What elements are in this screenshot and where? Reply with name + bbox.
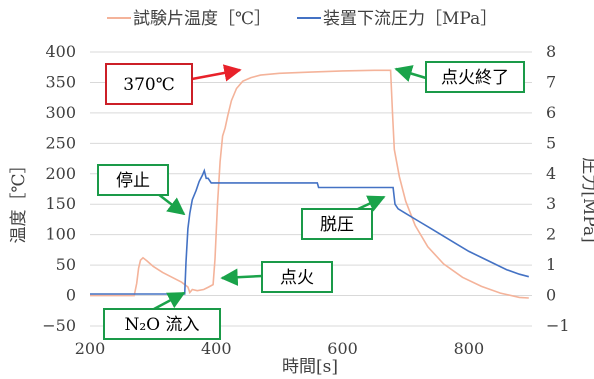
right-y-axis-title: 圧力[MPa] xyxy=(579,157,594,242)
annotation-arrows xyxy=(153,64,427,311)
left-y-tick-label: 400 xyxy=(45,42,76,61)
right-y-tick-label: 8 xyxy=(546,42,556,61)
annotation-n2o: N₂O 流入 xyxy=(103,308,221,340)
arrow-depress xyxy=(357,195,386,212)
left-y-tick-label: 200 xyxy=(45,164,76,183)
right-y-tick-label: 3 xyxy=(546,194,556,213)
legend-label-temperature: 試験片温度［℃］ xyxy=(133,9,271,29)
left-y-tick-label: 50 xyxy=(56,255,76,274)
annotation-ignition-end-label: 点火終了 xyxy=(441,68,509,88)
arrow-temp xyxy=(191,64,242,82)
right-y-tick-label: 2 xyxy=(546,225,556,244)
arrow-n2o xyxy=(153,291,186,311)
right-y-tick-label: 4 xyxy=(546,164,556,183)
left-y-axis-title: 温度［℃］ xyxy=(9,156,29,243)
annotation-stop-label: 停止 xyxy=(116,171,150,191)
annotation-depress: 脱圧 xyxy=(301,208,373,240)
right-y-tick-label: 5 xyxy=(546,133,556,152)
x-axis-title: 時間[s] xyxy=(282,357,338,377)
annotation-n2o-label: N₂O 流入 xyxy=(124,315,199,335)
x-tick-label: 600 xyxy=(327,339,358,358)
right-y-tick-label: 1 xyxy=(546,255,556,274)
right-y-tick-label: 7 xyxy=(546,72,556,91)
arrow-ignition-end xyxy=(394,65,427,82)
x-tick-label: 800 xyxy=(454,339,485,358)
left-y-tick-label: 150 xyxy=(45,194,76,213)
right-y-tick-labels: −1 0 1 2 3 4 5 6 7 8 xyxy=(546,42,570,335)
legend: 試験片温度［℃］ 装置下流圧力［MPa］ xyxy=(107,9,497,29)
series-line-pressure xyxy=(90,168,530,295)
right-y-tick-label: 6 xyxy=(546,103,556,122)
annotation-temp-label: 370℃ xyxy=(123,75,174,95)
x-tick-labels: 200 400 600 800 xyxy=(75,339,484,358)
annotation-ignition-label: 点火 xyxy=(280,268,314,288)
arrow-ignition xyxy=(220,268,263,286)
left-y-tick-label: 300 xyxy=(45,103,76,122)
annotation-ignition-end: 点火終了 xyxy=(425,61,525,93)
left-y-tick-label: 250 xyxy=(45,133,76,152)
annotation-depress-label: 脱圧 xyxy=(320,215,354,235)
legend-label-pressure: 装置下流圧力［MPa］ xyxy=(323,9,497,29)
annotation-temp: 370℃ xyxy=(105,63,193,105)
left-y-tick-label: 0 xyxy=(66,286,76,305)
left-y-tick-label: 100 xyxy=(45,225,76,244)
left-y-tick-label: 350 xyxy=(45,72,76,91)
right-y-tick-label: −1 xyxy=(546,316,570,335)
right-y-tick-label: 0 xyxy=(546,286,556,305)
annotation-stop: 停止 xyxy=(97,164,169,196)
series-line-temperature xyxy=(90,69,529,299)
x-tick-label: 400 xyxy=(201,339,232,358)
left-y-tick-labels: −50 0 50 100 150 200 250 300 350 400 xyxy=(42,42,76,335)
annotation-ignition: 点火 xyxy=(261,261,333,293)
left-y-tick-label: −50 xyxy=(42,316,76,335)
x-tick-label: 200 xyxy=(75,339,106,358)
arrow-stop xyxy=(157,193,186,216)
